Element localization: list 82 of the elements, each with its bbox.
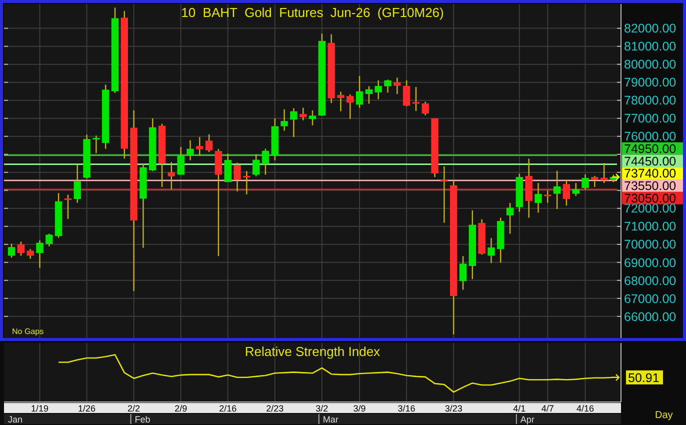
candlestick [168, 161, 176, 190]
candlestick [402, 80, 410, 107]
annotation: No Gaps [12, 327, 44, 336]
text: Day [655, 410, 673, 421]
candlestick [252, 154, 260, 177]
y-tick-label: 66000.00 [624, 310, 676, 324]
candlestick [374, 80, 382, 100]
candlestick [205, 134, 213, 153]
candlestick [582, 174, 589, 190]
candlestick [459, 255, 467, 290]
candlestick [308, 110, 316, 126]
y-tick-label: 81000.00 [624, 40, 676, 54]
candlestick [299, 107, 307, 121]
candlestick [234, 162, 241, 192]
candlestick [440, 166, 448, 224]
candlestick [36, 240, 44, 268]
x-tick-label: 2/16 [219, 404, 237, 414]
y-tick-label: 76000.00 [624, 130, 676, 144]
x-tick-label: 2/9 [174, 404, 188, 414]
candlestick [488, 237, 495, 264]
candlestick [544, 190, 552, 204]
y-tick-label: 78000.00 [624, 94, 676, 108]
chart-title: Relative Strength Index [244, 344, 381, 359]
x-tick-label: 4/16 [576, 404, 594, 414]
candlestick [74, 164, 81, 204]
x-tick-label: 3/2 [316, 404, 328, 414]
candlestick [553, 170, 561, 210]
candlestick [356, 75, 364, 108]
candlestick [290, 108, 298, 138]
candlestick [224, 153, 232, 183]
x-tick-label: 2/2 [128, 404, 140, 414]
candlestick [412, 86, 420, 112]
candlestick [46, 233, 53, 247]
candlestick [422, 100, 429, 116]
x-tick-label: 3/23 [444, 404, 462, 414]
candlestick [534, 182, 542, 214]
candlestick [572, 182, 580, 197]
text: Feb [134, 414, 150, 424]
ref-line-label: 73550.00 [624, 179, 676, 194]
ref-line-label: 74950.00 [624, 142, 676, 156]
y-tick-label: 80000.00 [624, 58, 676, 72]
candlestick [26, 248, 34, 260]
x-tick-label: 1/26 [78, 404, 96, 414]
candlestick [196, 136, 204, 156]
text: Mar [322, 414, 338, 424]
y-tick-label: 77000.00 [624, 112, 676, 126]
text: 50.91 [628, 370, 660, 385]
text: Apr [520, 414, 534, 424]
candlestick [384, 79, 392, 94]
candlestick [177, 146, 184, 176]
ref-line-label: 74450.00 [624, 154, 676, 168]
candlestick [186, 140, 194, 161]
chart-title: 10 BAHT Gold Futures Jun-26 (GF10M26) [181, 5, 444, 20]
x-tick-label: 3/9 [353, 404, 366, 414]
candlestick [562, 179, 570, 206]
candlestick [92, 135, 100, 154]
candlestick [17, 241, 25, 256]
text: 73740.00 [624, 166, 676, 181]
candlestick [506, 202, 514, 234]
candlestick [243, 170, 250, 195]
candlestick [214, 148, 222, 257]
x-tick-label: 3/16 [398, 404, 416, 414]
y-tick-label: 69000.00 [624, 256, 676, 270]
candlestick [591, 175, 598, 188]
x-tick-label: 4/7 [541, 404, 554, 414]
candlestick [262, 148, 270, 176]
x-tick-label: 4/1 [513, 404, 526, 414]
candlestick [337, 91, 344, 112]
y-tick-label: 70000.00 [624, 238, 676, 252]
y-tick-label: 82000.00 [624, 22, 676, 36]
x-tick-label: 1/19 [30, 404, 49, 414]
y-tick-label: 68000.00 [624, 274, 676, 288]
candlestick [600, 162, 608, 184]
candlestick [346, 94, 354, 120]
candlestick [64, 194, 72, 220]
candlestick [365, 86, 373, 104]
x-tick-label: 2/23 [266, 404, 284, 414]
text: Jan [8, 414, 23, 424]
y-tick-label: 67000.00 [624, 292, 676, 306]
y-tick-label: 79000.00 [624, 76, 676, 90]
y-tick-label: 71000.00 [624, 220, 676, 234]
candlestick [280, 108, 288, 132]
